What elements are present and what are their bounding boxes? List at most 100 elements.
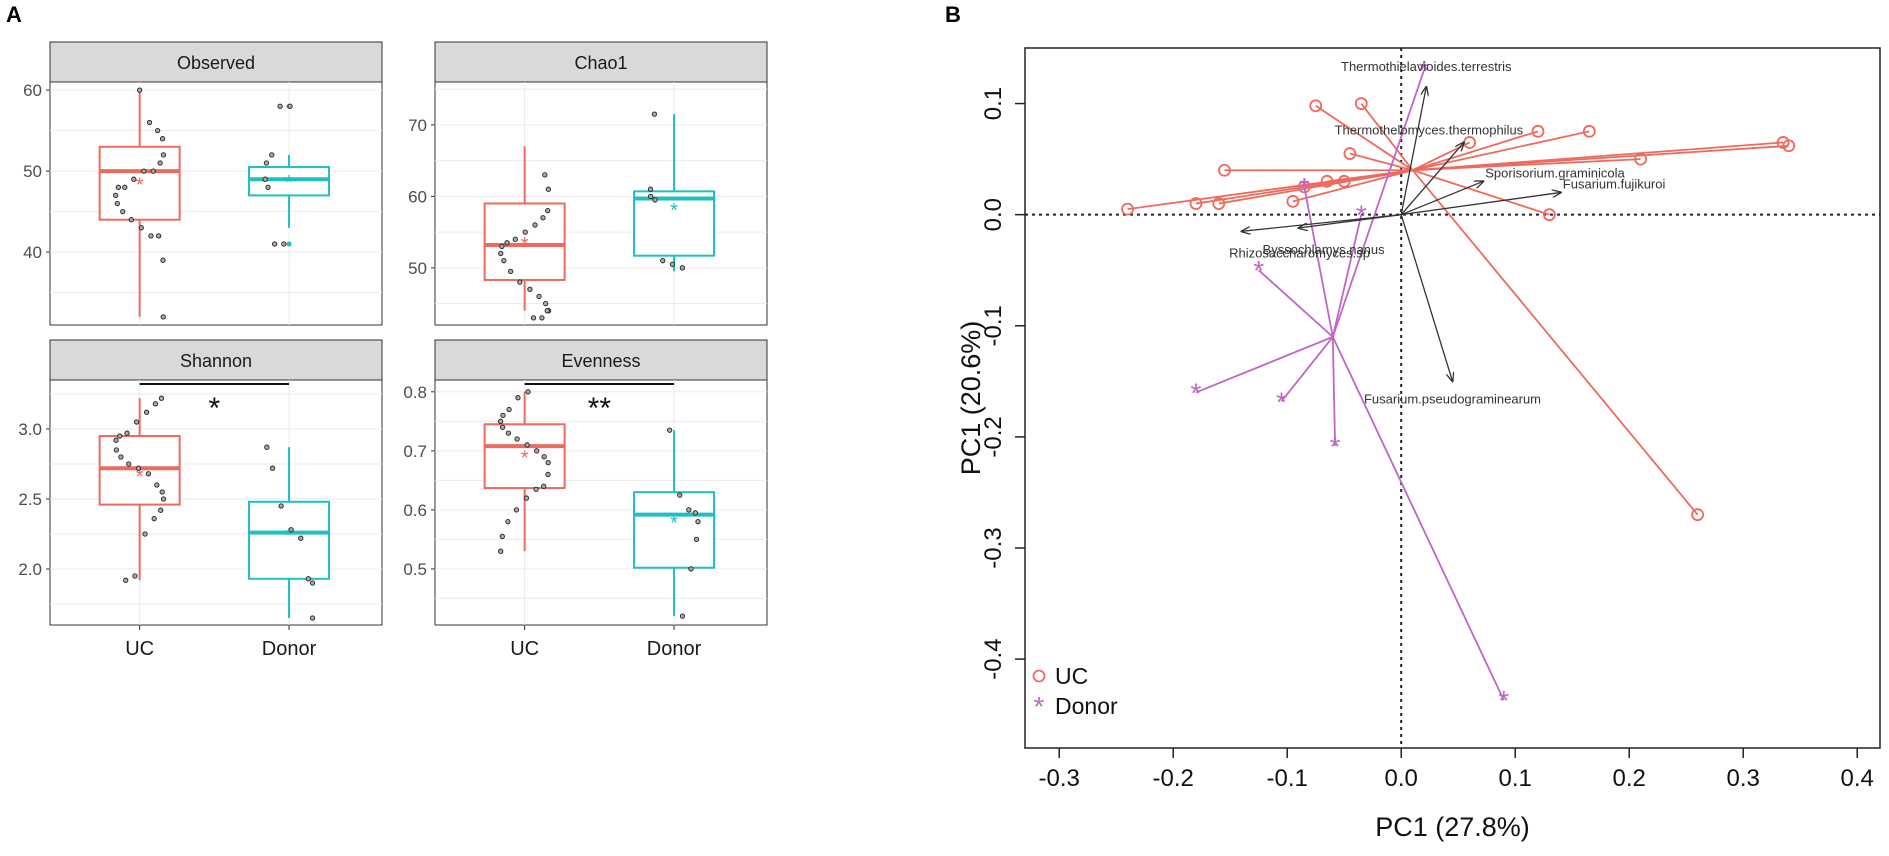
- data-point: [160, 314, 166, 320]
- y-tick-label: 0.8: [403, 383, 427, 402]
- uc-point: [1543, 208, 1556, 222]
- mean-marker: *: [521, 448, 529, 470]
- spider-line: [1292, 169, 1413, 203]
- data-point: [499, 243, 505, 250]
- data-point: [288, 527, 294, 533]
- data-point: [540, 215, 546, 221]
- y-tick-label: 0.0: [980, 198, 1007, 231]
- box-donor: [633, 491, 716, 569]
- uc-point: [1309, 99, 1323, 113]
- data-point: [667, 427, 673, 433]
- box-uc: [98, 145, 181, 221]
- data-point: [515, 395, 521, 401]
- spider-line: [1195, 336, 1334, 394]
- data-point: [160, 257, 166, 263]
- uc-point: [1286, 194, 1300, 208]
- panel-b-label: B: [945, 2, 961, 27]
- data-point: [542, 172, 548, 178]
- uc-point: [1320, 174, 1334, 188]
- x-tick-label: Donor: [647, 638, 702, 660]
- spider-line: [1412, 169, 1550, 216]
- y-tick-label: 70: [408, 116, 427, 135]
- data-point: [128, 217, 134, 223]
- data-point: [160, 496, 167, 502]
- data-point: [527, 286, 533, 292]
- y-tick-label: -0.4: [980, 638, 1007, 679]
- data-point: [305, 576, 311, 582]
- mean-marker: *: [136, 174, 144, 196]
- data-point: [533, 486, 539, 492]
- mean-marker: *: [670, 513, 678, 535]
- uc-point: [1189, 197, 1203, 210]
- data-point: [309, 615, 316, 621]
- x-tick-label: 0.2: [1613, 765, 1646, 792]
- data-point: [145, 471, 152, 477]
- data-point: [157, 160, 163, 166]
- facet-title: Observed: [177, 53, 255, 73]
- data-point: [281, 241, 287, 247]
- facet-strip: [49, 41, 383, 83]
- legend-uc-label: UC: [1055, 663, 1088, 689]
- y-tick-label: -0.2: [980, 416, 1007, 457]
- data-point: [120, 208, 126, 215]
- facet-title: Evenness: [561, 351, 640, 371]
- spider-line: [1412, 144, 1789, 172]
- data-point: [693, 536, 700, 543]
- data-point: [499, 533, 505, 540]
- data-point: [114, 200, 120, 207]
- data-point: [132, 573, 138, 579]
- x-tick-label: -0.1: [1267, 765, 1308, 792]
- significance-mark: **: [588, 392, 612, 425]
- donor-point: *: [1330, 431, 1341, 462]
- data-point: [669, 261, 676, 267]
- uc-point: [1212, 197, 1226, 210]
- data-point: [525, 389, 531, 395]
- data-point: [532, 222, 538, 228]
- data-point: [160, 152, 167, 158]
- spider-line: [1349, 152, 1413, 172]
- observed-panel: Observed 40 50 60 * *: [23, 41, 383, 326]
- uc-point: [1782, 139, 1796, 153]
- spider-line: [1280, 336, 1334, 402]
- data-point: [514, 436, 520, 442]
- uc-point: [1297, 180, 1311, 194]
- x-tick-label: UC: [125, 638, 154, 660]
- data-point: [500, 412, 506, 419]
- uc-point: [1531, 124, 1545, 138]
- data-point: [512, 236, 518, 242]
- data-point: [143, 409, 150, 415]
- data-point: [159, 489, 165, 495]
- uc-point: [1337, 174, 1351, 188]
- uc-point: [1218, 163, 1231, 177]
- data-point: [269, 465, 276, 471]
- data-point: [126, 461, 132, 467]
- plot-frame: [1024, 47, 1881, 749]
- loading-label: Thermothielavioides.terrestris: [1341, 59, 1512, 74]
- data-point: [154, 127, 161, 134]
- data-point: [146, 119, 153, 126]
- data-point: [686, 507, 692, 513]
- data-point: [135, 465, 142, 471]
- data-point: [543, 300, 549, 307]
- data-point: [272, 241, 278, 247]
- data-point: [505, 430, 512, 436]
- loading-arrow: [1400, 142, 1464, 216]
- box-donor: [248, 500, 331, 580]
- data-point: [265, 184, 271, 190]
- loading-arrow: [1400, 214, 1452, 382]
- donor-point: *: [1356, 200, 1367, 231]
- data-point: [545, 471, 551, 478]
- data-point: [648, 193, 654, 200]
- spider-line: [1303, 186, 1334, 338]
- uc-point: [1582, 124, 1596, 138]
- data-point: [501, 258, 507, 264]
- y-tick-label: 60: [23, 81, 42, 100]
- x-tick-label: -0.3: [1039, 765, 1080, 792]
- facet-title: Shannon: [180, 351, 252, 371]
- facet-strip: [434, 41, 768, 83]
- donor-point: *: [1253, 255, 1264, 286]
- spider-line: [1331, 214, 1363, 338]
- data-point: [499, 424, 506, 430]
- data-point: [133, 419, 140, 425]
